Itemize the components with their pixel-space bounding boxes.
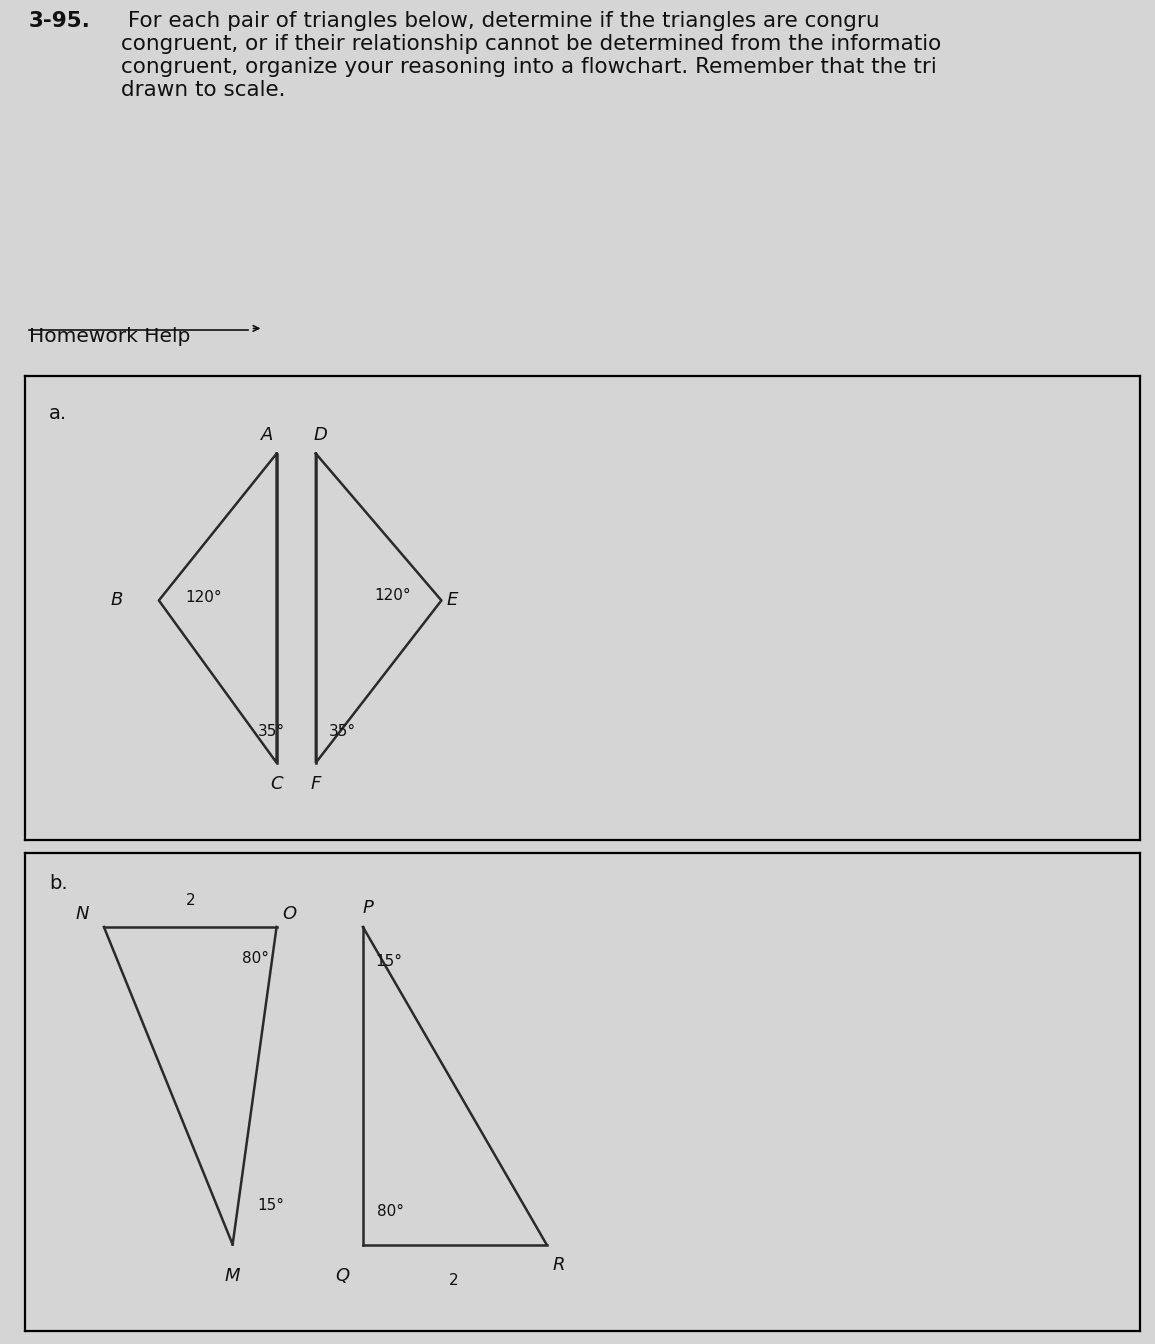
Text: E: E bbox=[447, 591, 459, 609]
Text: R: R bbox=[553, 1255, 566, 1274]
Text: For each pair of triangles below, determine if the triangles are congru
congruen: For each pair of triangles below, determ… bbox=[121, 11, 941, 101]
Text: Q: Q bbox=[335, 1267, 350, 1285]
Text: Homework Help: Homework Help bbox=[29, 327, 191, 345]
Text: 120°: 120° bbox=[374, 589, 410, 603]
Text: 15°: 15° bbox=[375, 954, 402, 969]
Text: 80°: 80° bbox=[377, 1204, 404, 1219]
Text: a.: a. bbox=[49, 405, 67, 423]
Text: 35°: 35° bbox=[328, 724, 356, 739]
Text: b.: b. bbox=[49, 874, 68, 892]
Text: 3-95.: 3-95. bbox=[29, 11, 91, 31]
Text: 120°: 120° bbox=[186, 590, 222, 605]
Text: 2: 2 bbox=[186, 894, 195, 909]
Text: 80°: 80° bbox=[243, 950, 269, 966]
Text: F: F bbox=[311, 775, 321, 793]
Text: P: P bbox=[363, 899, 373, 917]
Text: C: C bbox=[270, 775, 283, 793]
Text: 15°: 15° bbox=[258, 1198, 285, 1212]
Text: M: M bbox=[225, 1267, 240, 1285]
Text: A: A bbox=[261, 426, 274, 444]
Text: O: O bbox=[282, 906, 296, 923]
Text: 2: 2 bbox=[449, 1273, 459, 1288]
Text: B: B bbox=[110, 591, 122, 609]
Text: D: D bbox=[314, 426, 328, 444]
Text: N: N bbox=[75, 906, 89, 923]
Text: 35°: 35° bbox=[258, 724, 285, 739]
